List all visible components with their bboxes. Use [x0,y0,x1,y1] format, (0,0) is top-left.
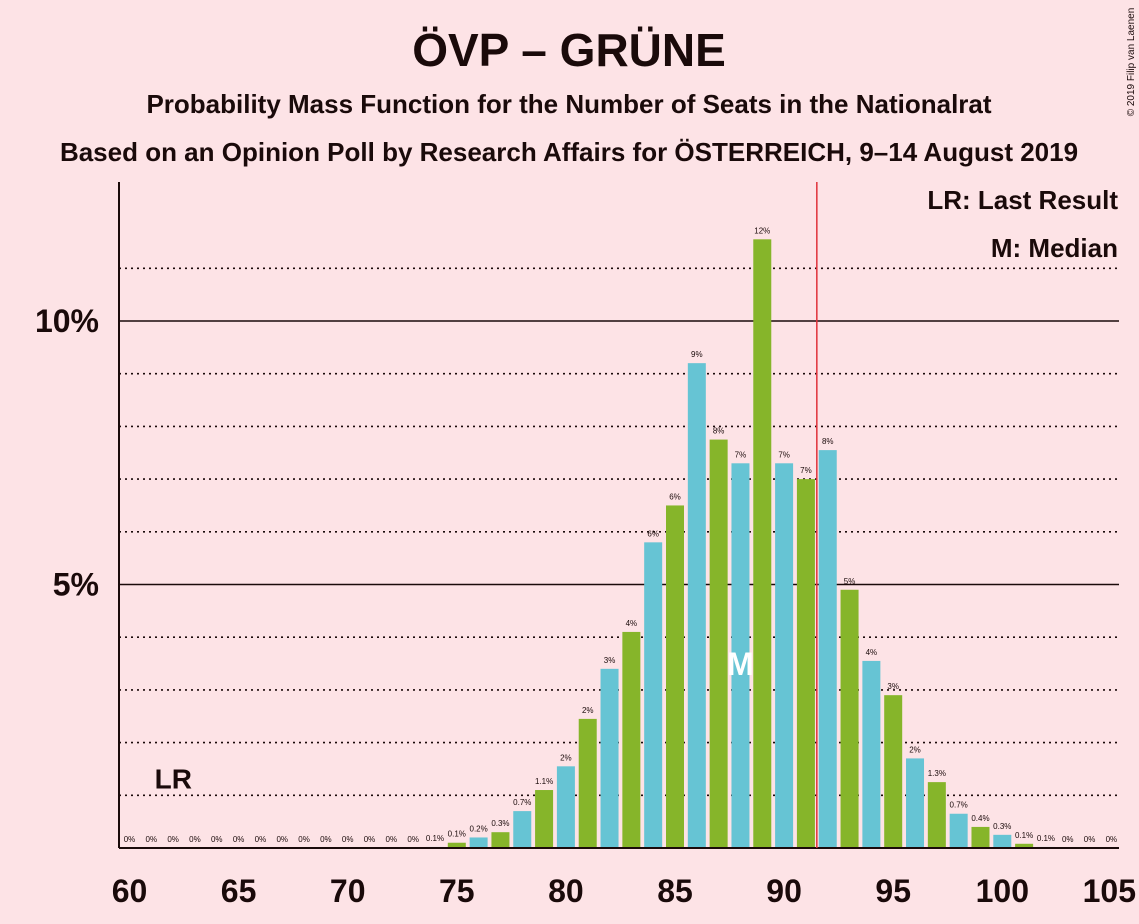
bar-value-label: 0% [298,835,310,844]
bar-value-label: 0% [233,835,245,844]
bar-value-label: 6% [647,529,659,538]
bar [491,832,510,848]
copyright-note: © 2019 Filip van Laenen [1126,8,1137,117]
bar [556,766,575,848]
bar-value-label: 1.3% [928,769,946,778]
bar [949,813,968,848]
bar-value-label: 7% [800,466,812,475]
bar [469,837,488,848]
chart-subtitle-1: Probability Mass Function for the Number… [146,89,991,119]
bar [1015,843,1034,848]
x-tick-label: 75 [439,873,475,909]
bar-value-label: 4% [626,619,638,628]
bar-value-label: 0.2% [470,824,488,833]
bar-value-label: 0% [211,835,223,844]
bar-series [425,239,1055,848]
bar-value-label: 0.7% [513,798,531,807]
bar-value-label: 0% [189,835,201,844]
bar-value-label: 9% [691,350,703,359]
chart-subtitle-2: Based on an Opinion Poll by Research Aff… [60,137,1078,167]
bar-value-label: 12% [754,226,770,235]
bar [731,463,750,848]
bar [775,463,794,848]
x-tick-labels: 60 65 70 75 80 85 90 95 100 105 [112,873,1136,909]
bar-value-label: 0.1% [448,830,466,839]
x-tick-label: 70 [330,873,366,909]
bar-value-label: 8% [713,427,725,436]
bar-value-label: 2% [582,706,594,715]
bar-value-label: 0% [1062,835,1074,844]
bar-value-label: 3% [887,682,899,691]
bar-value-label: 0% [407,835,419,844]
bar [906,758,925,848]
bar [622,631,641,848]
y-tick-labels: 5% 10% [35,303,99,603]
bar [666,505,684,848]
bar-value-label: 0.3% [491,819,509,828]
bar-value-label: 0% [342,835,354,844]
bar [971,826,990,848]
x-tick-label: 80 [548,873,584,909]
bar [818,450,837,848]
bar [927,782,946,848]
last-result-marker: LR [155,763,192,794]
bar [862,660,881,848]
x-tick-label: 85 [657,873,693,909]
x-tick-label: 90 [766,873,802,909]
bar-value-label: 0% [124,835,136,844]
bar-value-label: 0% [255,835,267,844]
bar [753,239,772,848]
x-tick-label: 65 [221,873,257,909]
bar [993,834,1012,848]
bar-value-label: 1.1% [535,777,553,786]
bar-value-label: 0.7% [950,801,968,810]
bar-value-label: 0% [146,835,158,844]
bar-value-label: 0.1% [1037,834,1055,843]
bar [513,811,532,848]
bar-value-label: 6% [669,492,681,501]
chart-title: ÖVP – GRÜNE [412,24,726,76]
grid-lines [119,267,1119,797]
bar [447,842,466,848]
bar-value-label: 0.4% [971,814,989,823]
legend-median: M: Median [991,233,1118,263]
bar [687,363,706,848]
bar [578,718,597,848]
bar-value-label: 0% [386,835,398,844]
bar-value-label: 0% [1106,835,1118,844]
x-tick-label: 105 [1083,873,1136,909]
bar [840,589,859,848]
bar-value-label: 3% [604,656,616,665]
bar [535,790,554,848]
bar-value-label: 0% [167,835,179,844]
bar-value-label: 2% [909,745,921,754]
bar [884,695,903,848]
legend-last-result: LR: Last Result [927,185,1118,215]
bar [644,542,663,848]
bar-value-label: 2% [560,753,572,762]
bar-value-label: 8% [822,437,834,446]
bar-value-label: 0.1% [1015,831,1033,840]
bar-value-label: 7% [778,450,790,459]
y-tick-label: 5% [53,567,99,603]
x-tick-label: 95 [875,873,911,909]
median-marker: M [727,646,754,682]
bar [796,479,815,848]
bar-value-label: 0% [1084,835,1096,844]
bar-value-label: 7% [735,450,747,459]
bar [600,668,619,848]
bar-value-label: 0.1% [426,834,444,843]
bar-value-label: 4% [866,648,878,657]
bar-value-label: 0.3% [993,822,1011,831]
x-tick-label: 60 [112,873,148,909]
bar-value-label: 0% [364,835,376,844]
x-tick-label: 100 [976,873,1029,909]
bar-value-labels: 0% 0% 0% 0% 0% 0% 0% 0% 0% 0% 0% 0% 0% 0% 0.1% 0.1% 0.2%… [124,226,1117,844]
bar-value-label: 0% [276,835,288,844]
y-tick-label: 10% [35,303,99,339]
bar-value-label: 0% [320,835,332,844]
bar [709,439,728,848]
bar-value-label: 5% [844,577,856,586]
